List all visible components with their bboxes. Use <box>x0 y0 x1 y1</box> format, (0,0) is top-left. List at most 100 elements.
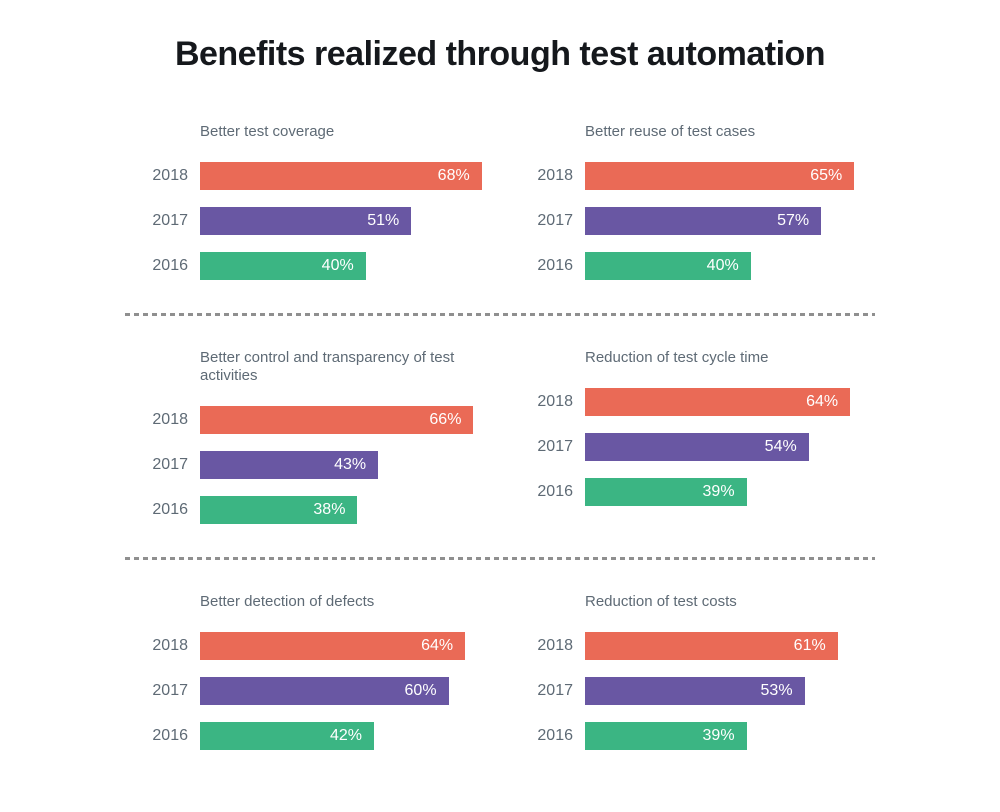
bar-row: 2016 38% <box>130 496 490 524</box>
bar-2017: 54% <box>585 433 809 461</box>
bar-track: 66% <box>200 406 490 434</box>
year-label: 2016 <box>152 257 188 274</box>
bar-row: 2017 43% <box>130 451 490 479</box>
bar-2018: 68% <box>200 162 482 190</box>
bar-row: 2017 60% <box>130 677 490 705</box>
bar-track: 51% <box>200 207 490 235</box>
bar-row: 2016 39% <box>515 722 875 750</box>
chart-better-test-coverage: Better test coverage 2018 68% 2017 51% <box>130 123 490 280</box>
year-label: 2017 <box>152 682 188 699</box>
bar-2017: 53% <box>585 677 805 705</box>
chart-reduction-of-test-cycle-time: Reduction of test cycle time 2018 64% 20… <box>515 349 875 524</box>
bar-value-label: 57% <box>777 212 810 229</box>
chart-title: Better detection of defects <box>200 593 375 610</box>
bar-row: 2018 64% <box>130 632 490 660</box>
bar-row: 2017 57% <box>515 207 875 235</box>
bar-row: 2016 40% <box>515 252 875 280</box>
bar-value-label: 60% <box>404 682 437 699</box>
bar-value-label: 66% <box>429 411 462 428</box>
bar-2018: 64% <box>585 388 851 416</box>
bar-row: 2018 68% <box>130 162 490 190</box>
bar-value-label: 43% <box>334 456 367 473</box>
bar-track: 43% <box>200 451 490 479</box>
chart-title: Reduction of test costs <box>585 593 737 610</box>
bar-value-label: 40% <box>321 257 354 274</box>
bar-value-label: 54% <box>764 438 797 455</box>
bar-row: 2017 53% <box>515 677 875 705</box>
year-label: 2018 <box>537 637 573 654</box>
page-title: Benefits realized through test automatio… <box>174 35 826 73</box>
chart-better-detection-of-defects: Better detection of defects 2018 64% 201… <box>130 593 490 750</box>
bar-track: 64% <box>200 632 490 660</box>
chart-title: Better test coverage <box>200 123 335 140</box>
year-label: 2016 <box>152 727 188 744</box>
year-label: 2018 <box>537 393 573 410</box>
bar-2018: 61% <box>585 632 838 660</box>
bar-2017: 51% <box>200 207 412 235</box>
bar-row: 2018 64% <box>515 388 875 416</box>
bar-2016: 39% <box>585 478 747 506</box>
bar-track: 39% <box>585 478 875 506</box>
page: Benefits realized through test automatio… <box>0 34 1000 812</box>
bar-track: 40% <box>585 252 875 280</box>
bar-row: 2016 39% <box>515 478 875 506</box>
bar-2018: 66% <box>200 406 474 434</box>
bar-2016: 40% <box>585 252 751 280</box>
chart-row-3: Better detection of defects 2018 64% 201… <box>130 593 875 750</box>
chart-title: Reduction of test cycle time <box>585 349 769 366</box>
year-label: 2016 <box>537 727 573 744</box>
bar-value-label: 64% <box>421 637 454 654</box>
year-label: 2017 <box>537 212 573 229</box>
bar-2018: 64% <box>200 632 466 660</box>
chart-better-reuse-of-test-cases: Better reuse of test cases 2018 65% 2017… <box>515 123 875 280</box>
bar-track: 38% <box>200 496 490 524</box>
bar-2017: 60% <box>200 677 449 705</box>
chart-reduction-of-test-costs: Reduction of test costs 2018 61% 2017 53… <box>515 593 875 750</box>
bar-track: 42% <box>200 722 490 750</box>
year-label: 2017 <box>152 212 188 229</box>
bar-track: 64% <box>585 388 875 416</box>
bar-value-label: 38% <box>313 501 346 518</box>
bar-track: 68% <box>200 162 490 190</box>
bar-value-label: 51% <box>367 212 400 229</box>
bar-value-label: 61% <box>793 637 826 654</box>
year-label: 2016 <box>152 501 188 518</box>
bar-track: 65% <box>585 162 875 190</box>
year-label: 2018 <box>152 167 188 184</box>
bar-track: 57% <box>585 207 875 235</box>
bar-value-label: 68% <box>437 167 470 184</box>
bar-value-label: 42% <box>329 727 362 744</box>
year-label: 2018 <box>537 167 573 184</box>
bar-track: 61% <box>585 632 875 660</box>
bar-2017: 43% <box>200 451 379 479</box>
bar-value-label: 40% <box>706 257 739 274</box>
bar-track: 54% <box>585 433 875 461</box>
bar-track: 53% <box>585 677 875 705</box>
bar-row: 2017 54% <box>515 433 875 461</box>
year-label: 2016 <box>537 483 573 500</box>
year-label: 2018 <box>152 637 188 654</box>
bar-row: 2018 66% <box>130 406 490 434</box>
chart-better-control-and-transparency: Better control and transparency of test … <box>130 349 490 524</box>
year-label: 2017 <box>537 682 573 699</box>
bar-value-label: 53% <box>760 682 793 699</box>
bar-value-label: 65% <box>810 167 843 184</box>
chart-title: Better control and transparency of test … <box>200 349 455 384</box>
charts-grid: Better test coverage 2018 68% 2017 51% <box>125 123 875 750</box>
bar-row: 2016 40% <box>130 252 490 280</box>
bar-row: 2016 42% <box>130 722 490 750</box>
bar-value-label: 39% <box>702 727 735 744</box>
year-label: 2016 <box>537 257 573 274</box>
dashed-divider <box>125 557 875 560</box>
bar-row: 2017 51% <box>130 207 490 235</box>
bar-2016: 40% <box>200 252 366 280</box>
bar-row: 2018 61% <box>515 632 875 660</box>
year-label: 2017 <box>152 456 188 473</box>
bar-value-label: 64% <box>806 393 839 410</box>
bar-row: 2018 65% <box>515 162 875 190</box>
bar-track: 39% <box>585 722 875 750</box>
bar-2016: 38% <box>200 496 358 524</box>
bar-track: 60% <box>200 677 490 705</box>
bar-value-label: 39% <box>702 483 735 500</box>
chart-title: Better reuse of test cases <box>585 123 756 140</box>
